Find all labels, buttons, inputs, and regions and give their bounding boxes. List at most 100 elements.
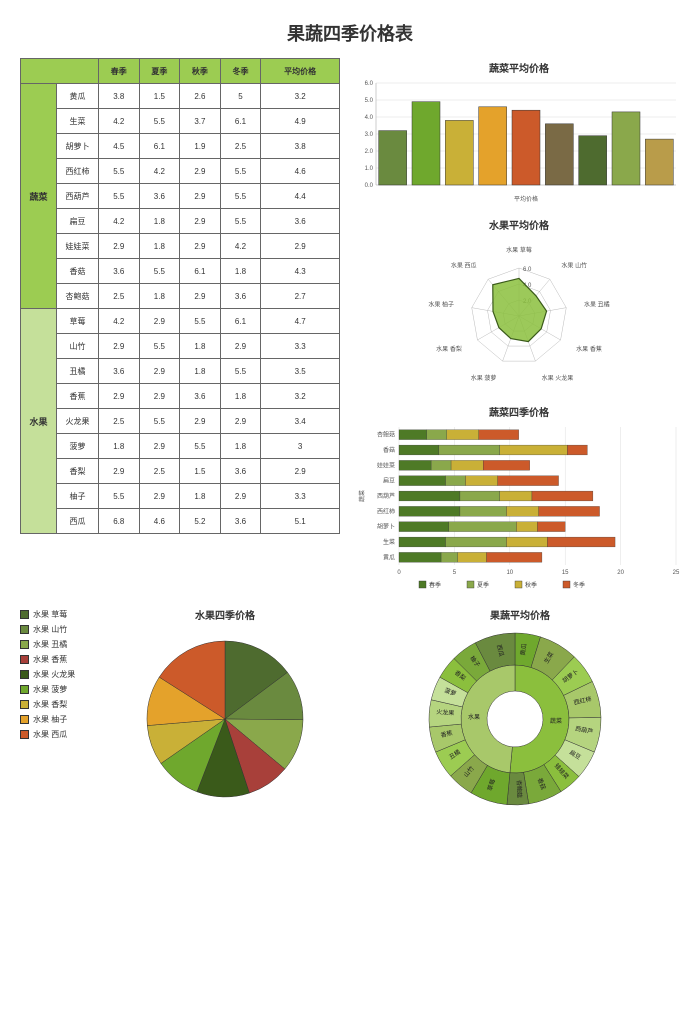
- svg-text:10: 10: [506, 570, 513, 576]
- value-cell: 2.9: [139, 359, 180, 384]
- value-cell: 6.8: [99, 509, 140, 534]
- stack-seg: [538, 522, 566, 532]
- value-cell: 1.8: [180, 484, 221, 509]
- stack-seg: [399, 506, 460, 516]
- col-header: 平均价格: [261, 59, 340, 84]
- pie-legend: 水果 草莓水果 山竹水果 丑橘水果 香蕉水果 火龙果水果 菠萝水果 香梨水果 柚…: [20, 605, 90, 744]
- value-cell: 5.2: [180, 509, 221, 534]
- avg-cell: 4.9: [261, 109, 340, 134]
- value-cell: 3.6: [220, 459, 261, 484]
- value-cell: 1.8: [99, 434, 140, 459]
- table-row: 杏鲍菇2.51.82.93.62.7: [21, 284, 340, 309]
- svg-text:5: 5: [453, 570, 457, 576]
- svg-text:夏季: 夏季: [477, 581, 489, 589]
- stack-seg: [446, 537, 507, 547]
- stack-seg: [399, 445, 439, 455]
- value-cell: 5.5: [220, 359, 261, 384]
- value-cell: 1.5: [180, 459, 221, 484]
- table-row: 水果草莓4.22.95.56.14.7: [21, 309, 340, 334]
- svg-text:西红柿: 西红柿: [377, 507, 395, 515]
- svg-text:蔬菜: 蔬菜: [358, 490, 366, 502]
- table-row: 生菜4.25.53.76.14.9: [21, 109, 340, 134]
- avg-cell: 4.4: [261, 184, 340, 209]
- stack-seg: [500, 491, 532, 501]
- value-cell: 2.9: [139, 309, 180, 334]
- avg-cell: 4.3: [261, 259, 340, 284]
- stack-seg: [431, 460, 451, 470]
- legend-item: 水果 菠萝: [20, 684, 90, 695]
- col-header: 冬季: [220, 59, 261, 84]
- avg-cell: 2.7: [261, 284, 340, 309]
- value-cell: 2.5: [99, 409, 140, 434]
- stack-seg: [458, 552, 487, 562]
- table-row: 娃娃菜2.91.82.94.22.9: [21, 234, 340, 259]
- value-cell: 2.9: [220, 484, 261, 509]
- value-cell: 6.1: [220, 309, 261, 334]
- value-cell: 2.9: [180, 184, 221, 209]
- radar-area: [493, 278, 547, 341]
- value-cell: 5: [220, 84, 261, 109]
- svg-text:水果 草莓: 水果 草莓: [506, 246, 532, 254]
- stack-seg: [500, 445, 568, 455]
- svg-text:4.0: 4.0: [365, 115, 374, 121]
- stack-seg: [483, 460, 530, 470]
- svg-text:水果 香梨: 水果 香梨: [436, 345, 462, 353]
- legend-item: 水果 山竹: [20, 624, 90, 635]
- value-cell: 2.9: [139, 434, 180, 459]
- svg-text:生菜: 生菜: [383, 538, 395, 546]
- avg-cell: 3.6: [261, 209, 340, 234]
- svg-text:胡萝卜: 胡萝卜: [377, 523, 395, 531]
- svg-text:水果 山竹: 水果 山竹: [561, 261, 587, 269]
- bar: [612, 112, 640, 185]
- table-corner: [21, 59, 99, 84]
- svg-text:20: 20: [617, 570, 624, 576]
- value-cell: 3.6: [99, 259, 140, 284]
- item-name: 黄瓜: [57, 84, 99, 109]
- stack-seg: [446, 476, 466, 486]
- value-cell: 2.6: [180, 84, 221, 109]
- stack-seg: [498, 476, 559, 486]
- value-cell: 5.5: [99, 484, 140, 509]
- svg-text:平均价格: 平均价格: [514, 195, 538, 203]
- value-cell: 3.6: [180, 384, 221, 409]
- value-cell: 4.2: [220, 234, 261, 259]
- avg-cell: 3.3: [261, 484, 340, 509]
- table-row: 香菇3.65.56.11.84.3: [21, 259, 340, 284]
- value-cell: 5.5: [139, 259, 180, 284]
- col-header: 秋季: [180, 59, 221, 84]
- col-header: 春季: [99, 59, 140, 84]
- svg-text:秋季: 秋季: [525, 581, 537, 589]
- value-cell: 2.9: [180, 234, 221, 259]
- item-name: 娃娃菜: [57, 234, 99, 259]
- value-cell: 2.9: [220, 334, 261, 359]
- value-cell: 4.2: [139, 159, 180, 184]
- value-cell: 4.2: [99, 109, 140, 134]
- table-row: 西瓜6.84.65.23.65.1: [21, 509, 340, 534]
- bar: [479, 107, 507, 185]
- value-cell: 2.9: [99, 384, 140, 409]
- value-cell: 1.9: [180, 134, 221, 159]
- avg-cell: 3.8: [261, 134, 340, 159]
- svg-text:西葫芦: 西葫芦: [377, 492, 395, 500]
- table-row: 香梨2.92.51.53.62.9: [21, 459, 340, 484]
- svg-text:娃娃菜: 娃娃菜: [377, 461, 395, 469]
- stack-seg: [439, 445, 500, 455]
- svg-text:冬季: 冬季: [573, 581, 585, 589]
- bar: [645, 139, 673, 185]
- item-name: 香梨: [57, 459, 99, 484]
- svg-text:1.0: 1.0: [365, 166, 374, 172]
- svg-text:15: 15: [562, 570, 569, 576]
- stack-seg: [399, 537, 446, 547]
- value-cell: 4.5: [99, 134, 140, 159]
- value-cell: 5.5: [180, 434, 221, 459]
- avg-cell: 5.1: [261, 509, 340, 534]
- stack-seg: [547, 537, 615, 547]
- value-cell: 1.8: [220, 384, 261, 409]
- legend-item: 水果 丑橘: [20, 639, 90, 650]
- item-name: 西葫芦: [57, 184, 99, 209]
- avg-cell: 3.5: [261, 359, 340, 384]
- table-row: 柚子5.52.91.82.93.3: [21, 484, 340, 509]
- value-cell: 2.9: [180, 209, 221, 234]
- value-cell: 1.8: [139, 284, 180, 309]
- value-cell: 2.9: [180, 409, 221, 434]
